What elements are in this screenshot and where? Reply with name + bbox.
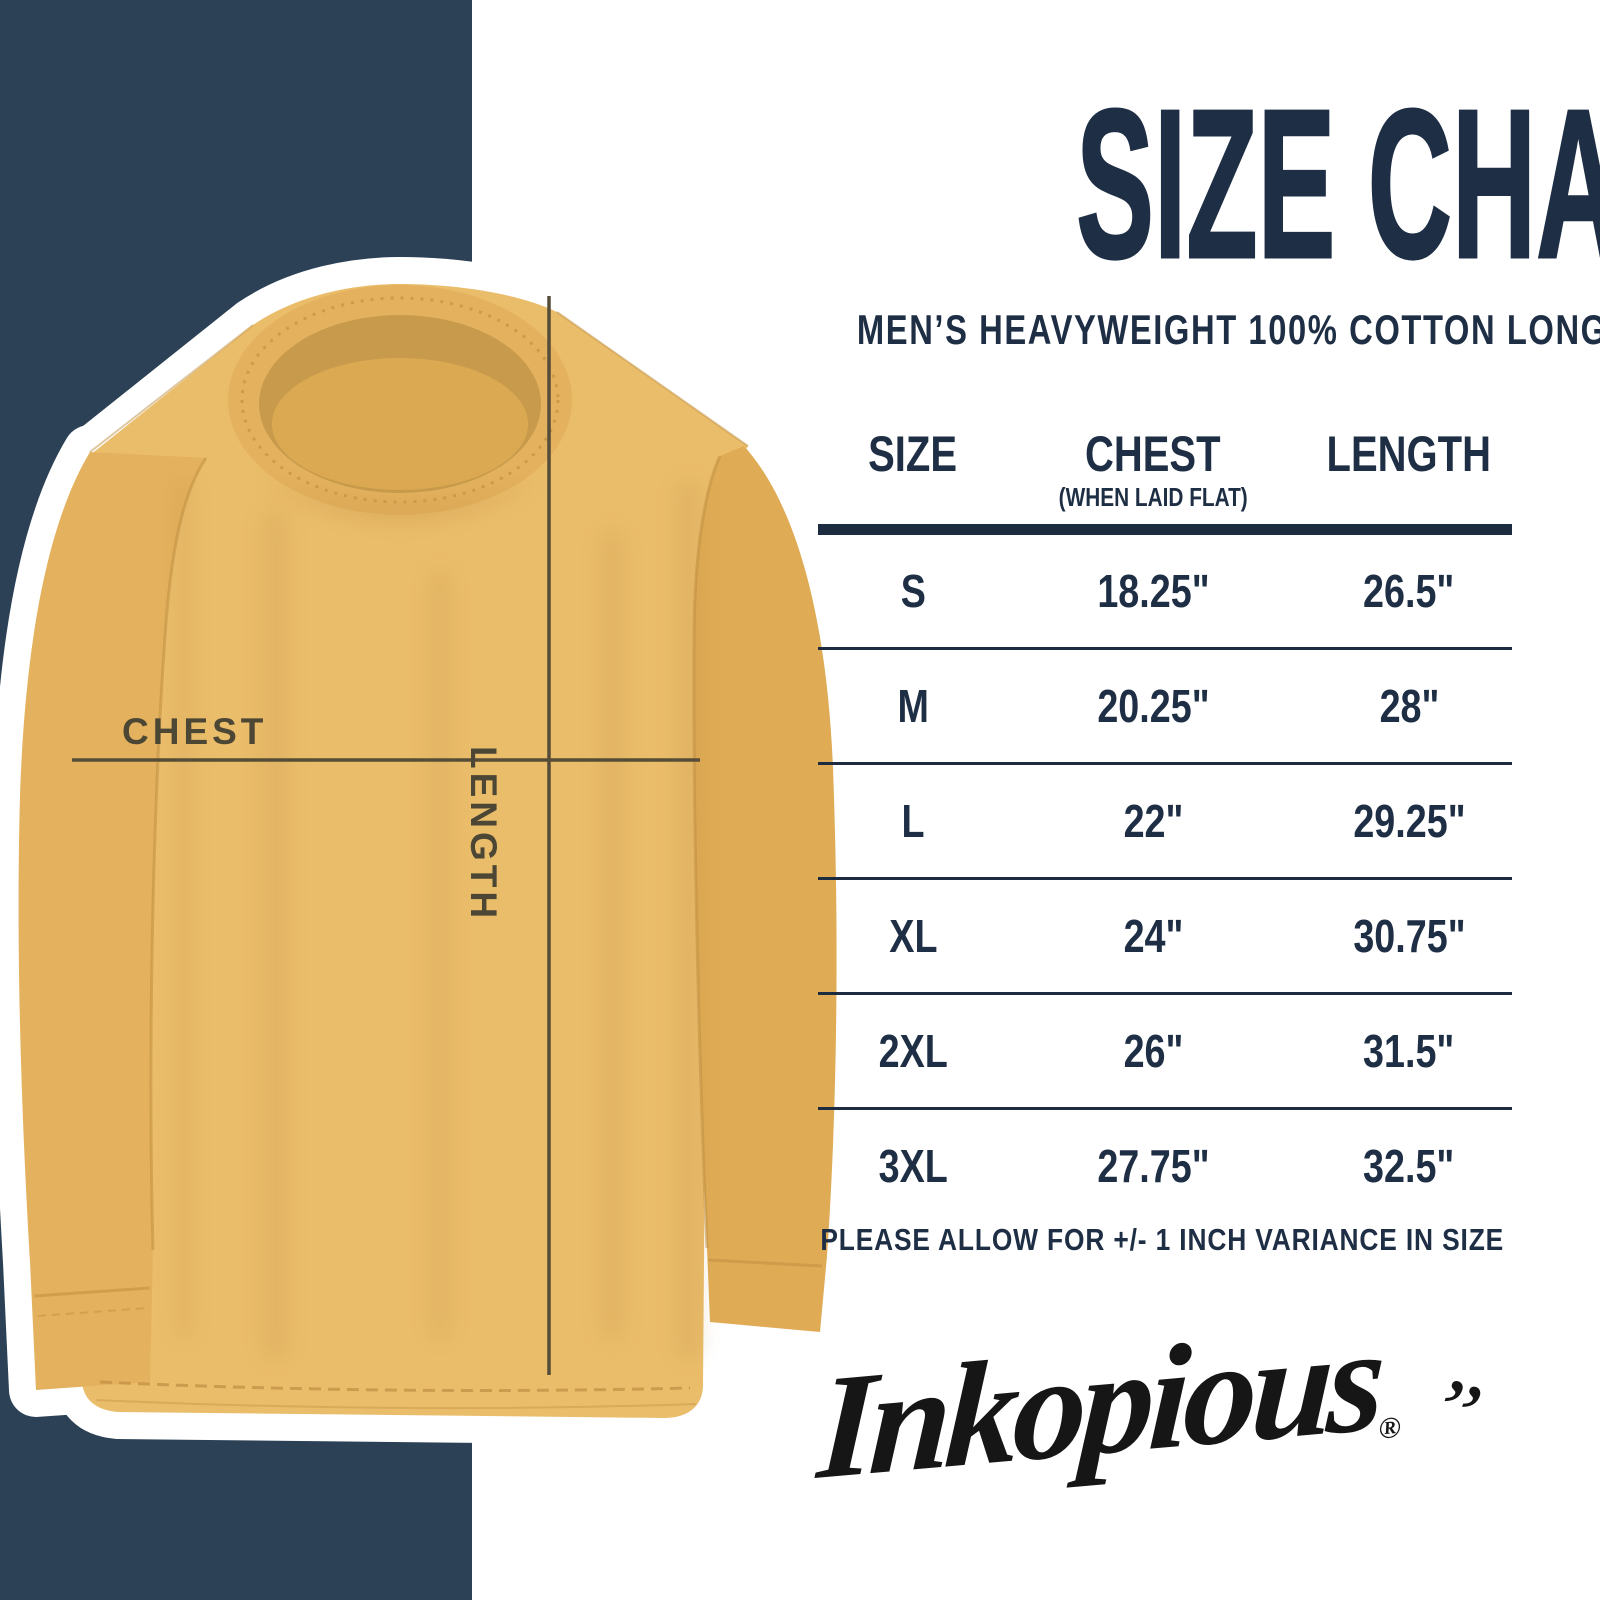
- registered-trademark-symbol: ®: [1377, 1410, 1402, 1446]
- page-subtitle: MEN’S HEAVYWEIGHT 100% COTTON LONG SLEEV…: [730, 306, 1600, 354]
- shirt-photo: CHEST LENGTH: [0, 284, 837, 1418]
- cell-size: XL: [888, 910, 938, 962]
- column-header-chest-label: CHEST: [1085, 426, 1221, 482]
- row-divider: [818, 647, 1512, 650]
- cell-size: 2XL: [878, 1025, 948, 1077]
- ink-flourish-icon: ”: [1423, 1359, 1483, 1464]
- table-header-rule: [818, 524, 1512, 535]
- shirt-left-sleeve: [18, 452, 206, 1390]
- fabric-folds: [176, 480, 702, 1360]
- inkopious-logo-text: Inkopious: [814, 1296, 1384, 1512]
- column-header-chest-subtext: (WHEN LAID FLAT): [1008, 484, 1298, 510]
- cell-length: 31.5": [1363, 1025, 1455, 1077]
- collar-inner-front: [272, 358, 528, 490]
- column-header-chest-subtext-label: (WHEN LAID FLAT): [1058, 482, 1248, 512]
- cell-chest: 20.25": [1096, 680, 1210, 732]
- cell-chest: 18.25": [1096, 565, 1210, 617]
- page-title: SIZE CHART: [790, 76, 1600, 291]
- cell-length: 28": [1379, 680, 1439, 732]
- size-table-header: SIZE CHEST (WHEN LAID FLAT) LENGTH: [790, 428, 1520, 524]
- row-divider: [818, 877, 1512, 880]
- column-header-size-label: SIZE: [868, 426, 958, 482]
- variance-note: PLEASE ALLOW FOR +/- 1 INCH VARIANCE IN …: [760, 1222, 1550, 1258]
- size-table: SIZE CHEST (WHEN LAID FLAT) LENGTH S 18.…: [790, 428, 1520, 1222]
- cell-length: 30.75": [1352, 910, 1466, 962]
- cell-size: L: [901, 795, 925, 847]
- cell-chest: 27.75": [1096, 1140, 1210, 1192]
- collar-stitch: [240, 296, 560, 504]
- chest-label: CHEST: [122, 711, 267, 752]
- table-row: L 22" 29.25": [790, 765, 1520, 877]
- page-title-text: SIZE CHART: [1075, 65, 1600, 302]
- column-header-length-label: LENGTH: [1326, 426, 1492, 482]
- variance-note-text: PLEASE ALLOW FOR +/- 1 INCH VARIANCE IN …: [820, 1222, 1505, 1257]
- page-subtitle-text: MEN’S HEAVYWEIGHT 100% COTTON LONG SLEEV…: [856, 306, 1600, 353]
- cell-size: M: [897, 680, 929, 732]
- cell-length: 32.5": [1363, 1140, 1455, 1192]
- table-row: S 18.25" 26.5": [790, 535, 1520, 647]
- table-row: XL 24" 30.75": [790, 880, 1520, 992]
- table-row: 3XL 27.75" 32.5": [790, 1110, 1520, 1222]
- shirt-right-sleeve: [693, 446, 837, 1332]
- measurement-lines: [72, 296, 700, 1375]
- column-header-chest: CHEST (WHEN LAID FLAT): [1008, 428, 1298, 510]
- length-label: LENGTH: [463, 746, 504, 922]
- cell-chest: 26": [1123, 1025, 1183, 1077]
- cell-chest: 24": [1123, 910, 1183, 962]
- table-row: 2XL 26" 31.5": [790, 995, 1520, 1107]
- column-header-size: SIZE: [818, 428, 1008, 480]
- shirt-body: [81, 284, 748, 1418]
- column-header-length: LENGTH: [1298, 428, 1520, 480]
- row-divider: [818, 762, 1512, 765]
- inkopious-logo: Inkopious®: [787, 1289, 1434, 1516]
- row-divider: [818, 1107, 1512, 1110]
- cell-chest: 22": [1123, 795, 1183, 847]
- cell-length: 26.5": [1363, 565, 1455, 617]
- cell-length: 29.25": [1352, 795, 1466, 847]
- cell-size: S: [900, 565, 926, 617]
- seam-lines: [33, 311, 823, 1410]
- shirt-body-group: [18, 284, 837, 1418]
- collar-shadow: [258, 478, 542, 522]
- table-row: M 20.25" 28": [790, 650, 1520, 762]
- size-chart-panel: SIZE CHART MEN’S HEAVYWEIGHT 100% COTTON…: [787, 0, 1600, 1600]
- cell-size: 3XL: [878, 1140, 948, 1192]
- row-divider: [818, 992, 1512, 995]
